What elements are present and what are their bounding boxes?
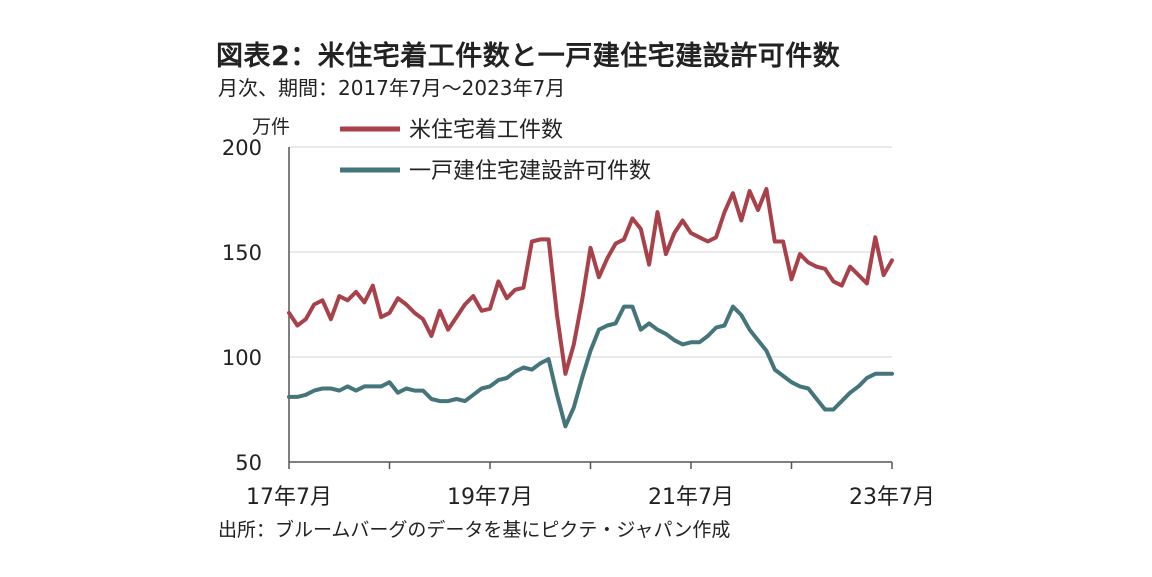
source-note: 出所：ブルームバーグのデータを基にピクテ・ジャパン作成 (218, 519, 731, 541)
y-tick-label: 150 (222, 241, 262, 265)
series-line-1 (287, 187, 894, 376)
chart-subtitle: 月次、期間：2017年7月～2023年7月 (218, 76, 566, 100)
series-line-2 (287, 304, 894, 429)
y-tick-label: 200 (222, 136, 262, 160)
series-lines (287, 187, 894, 429)
legend-label-1: 米住宅着工件数 (409, 118, 563, 143)
y-axis-unit-label: 万件 (252, 116, 290, 138)
y-tick-label: 100 (222, 346, 262, 370)
x-tick-label: 17年7月 (246, 485, 332, 510)
x-tick-label: 21年7月 (648, 485, 734, 510)
y-tick-label: 50 (235, 451, 262, 475)
x-tick-label: 19年7月 (447, 485, 533, 510)
chart-title: 図表2：米住宅着工件数と一戸建住宅建設許可件数 (216, 41, 841, 72)
x-tick-labels: 17年7月 19年7月 21年7月 23年7月 (246, 485, 935, 510)
x-tick-label: 23年7月 (849, 485, 935, 510)
legend-label-2: 一戸建住宅建設許可件数 (409, 159, 651, 184)
y-tick-labels: 50 100 150 200 (222, 136, 262, 475)
